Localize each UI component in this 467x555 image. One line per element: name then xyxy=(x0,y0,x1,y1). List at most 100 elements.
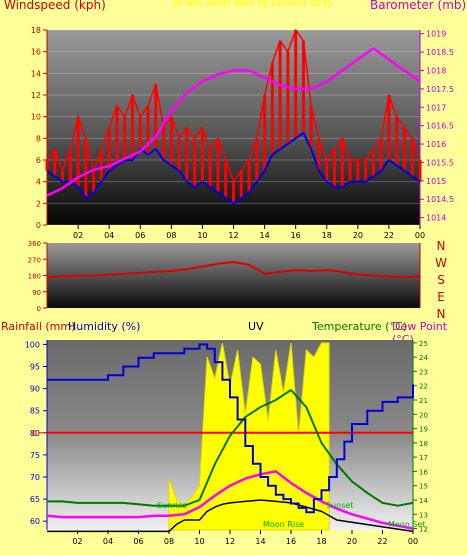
y-tick-label: 65 xyxy=(30,495,40,504)
y2-tick-label: 1016.5 xyxy=(426,122,454,131)
x-tick-label: 04 xyxy=(104,231,114,240)
moonrise-label: Moon Rise xyxy=(263,520,305,529)
windspeed-axis-label: Windspeed (kph) xyxy=(4,0,106,12)
y-tick-label: 60 xyxy=(30,517,40,526)
x-tick-label: 20 xyxy=(353,231,363,240)
dew-point-series-line xyxy=(46,470,414,530)
y2-tick-label: 1019 xyxy=(426,30,446,39)
x-tick-label: 00 xyxy=(415,231,425,240)
y-tick-label: 2 xyxy=(36,199,41,208)
y-tick-label: 95 xyxy=(30,363,40,372)
y-tick-label: 270 xyxy=(28,256,41,264)
direction-letters: N W S E N xyxy=(435,238,447,323)
dir-letter: E xyxy=(437,290,445,304)
x-tick-label: 14 xyxy=(259,231,269,240)
y-tick-label: 6 xyxy=(36,156,41,165)
y2-tick-label: 1018.5 xyxy=(426,48,454,57)
y2-tick-label: 1018 xyxy=(426,66,446,75)
y2-tick-label: 16 xyxy=(419,468,428,476)
x-tick-label: 10 xyxy=(197,231,207,240)
y-tick-label: 180 xyxy=(28,273,41,281)
dir-letter: N xyxy=(436,239,446,253)
x-tick-label: 06 xyxy=(135,231,145,240)
x-tick-label: 12 xyxy=(225,537,235,546)
average-wind-series-line xyxy=(46,131,421,205)
x-tick-label: 12 xyxy=(228,231,238,240)
y2-tick-label: 1017 xyxy=(426,103,446,112)
y2-tick-label: 23 xyxy=(419,368,428,376)
temperature-axis-label: Temperature (°C) xyxy=(312,320,407,333)
wind-direction-series-line xyxy=(46,261,421,279)
y-tick-label: 360 xyxy=(28,240,41,248)
barometer-axis-label: Barometer (mb) xyxy=(370,0,467,12)
dir-letter: W xyxy=(435,256,447,270)
x-tick-label: 18 xyxy=(322,231,332,240)
y-tick-label: 16 xyxy=(31,48,41,57)
x-tick-label: 04 xyxy=(103,537,113,546)
humidity-series-line xyxy=(47,343,414,514)
barometer-series-line xyxy=(46,47,421,197)
y-tick-label: 85 xyxy=(30,407,40,416)
y2-tick-label: 1016 xyxy=(426,140,446,149)
y-tick-label: 18 xyxy=(31,26,41,35)
x-tick-label: 02 xyxy=(73,231,83,240)
y-tick-label: 4 xyxy=(36,178,41,187)
y-tick-label: 8 xyxy=(36,134,41,143)
x-tick-label: 02 xyxy=(72,537,82,546)
dir-letter: N xyxy=(436,307,446,321)
uv-series-area xyxy=(168,342,330,531)
y2-tick-label: 18 xyxy=(419,440,428,448)
rainfall-axis-label: Rainfall (mm) xyxy=(1,320,76,333)
x-tick-label: 08 xyxy=(164,537,174,546)
gust-series-line xyxy=(46,29,421,183)
y2-tick-label: 25 xyxy=(419,340,428,348)
rain-tick-label: 0 xyxy=(32,429,37,438)
x-tick-label: 22 xyxy=(384,231,394,240)
y-tick-label: 14 xyxy=(31,69,41,78)
y-tick-label: 75 xyxy=(30,451,40,460)
y2-tick-label: 1014 xyxy=(426,214,446,223)
y2-tick-label: 22 xyxy=(419,383,428,391)
sunrise-label: Sunrise xyxy=(157,501,187,510)
y2-tick-label: 15 xyxy=(419,483,428,491)
sunset-label: Sunset xyxy=(326,501,354,510)
y-tick-label: 10 xyxy=(31,113,41,122)
x-tick-label: 22 xyxy=(377,537,387,546)
x-tick-label: 16 xyxy=(291,231,301,240)
x-tick-label: 08 xyxy=(166,231,176,240)
y-tick-label: 0 xyxy=(37,305,41,313)
y2-tick-label: 13 xyxy=(419,511,428,519)
solar-series-line xyxy=(47,499,414,533)
y-tick-label: 70 xyxy=(30,473,40,482)
y2-tick-label: 1014.5 xyxy=(426,195,454,204)
moonset-label: Moon Set xyxy=(388,520,426,529)
humidity-axis-label: Humidity (%) xyxy=(68,320,141,333)
x-tick-label: 00 xyxy=(408,537,418,546)
y2-tick-label: 24 xyxy=(419,354,428,362)
y-tick-label: 90 xyxy=(30,385,40,394)
y2-tick-label: 19 xyxy=(419,426,428,434)
x-tick-label: 10 xyxy=(194,537,204,546)
y2-tick-label: 21 xyxy=(419,397,428,405)
x-tick-label: 06 xyxy=(133,537,143,546)
x-tick-label: 16 xyxy=(286,537,296,546)
y-tick-label: 12 xyxy=(31,91,41,100)
y-tick-label: 90 xyxy=(32,289,41,297)
uv-axis-label: UV xyxy=(248,320,264,333)
temperature-series-line xyxy=(47,389,414,507)
y2-tick-label: 17 xyxy=(419,454,428,462)
y2-tick-label: 12 xyxy=(419,526,428,534)
y2-tick-label: 1015 xyxy=(426,177,446,186)
y-tick-label: 0 xyxy=(36,221,41,230)
y2-tick-label: 1017.5 xyxy=(426,85,454,94)
dir-letter: S xyxy=(437,273,445,287)
y-tick-label: 80 xyxy=(30,429,40,438)
x-tick-label: 18 xyxy=(316,537,326,546)
x-tick-label: 20 xyxy=(347,537,357,546)
y-tick-label: 100 xyxy=(25,340,40,349)
y2-tick-label: 1015.5 xyxy=(426,158,454,167)
y2-tick-label: 14 xyxy=(419,497,428,505)
y2-tick-label: 20 xyxy=(419,411,428,419)
